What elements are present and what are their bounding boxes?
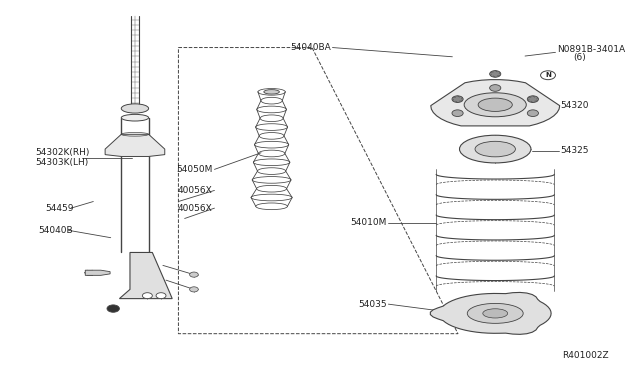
Circle shape xyxy=(452,96,463,102)
Text: (6): (6) xyxy=(573,53,586,62)
Text: 54303K(LH): 54303K(LH) xyxy=(36,158,89,167)
Text: 40056X: 40056X xyxy=(178,186,212,195)
Circle shape xyxy=(189,272,198,277)
Circle shape xyxy=(490,85,501,91)
Circle shape xyxy=(156,293,166,299)
Text: 54459: 54459 xyxy=(45,203,74,213)
Circle shape xyxy=(189,287,198,292)
Ellipse shape xyxy=(467,304,523,323)
Ellipse shape xyxy=(475,141,515,157)
Text: 54040BA: 54040BA xyxy=(290,43,331,52)
Polygon shape xyxy=(105,134,164,157)
Circle shape xyxy=(490,71,501,77)
Circle shape xyxy=(527,96,538,102)
Circle shape xyxy=(142,293,152,299)
Ellipse shape xyxy=(478,98,512,112)
Circle shape xyxy=(452,110,463,116)
Ellipse shape xyxy=(264,90,280,94)
Text: 54325: 54325 xyxy=(561,147,589,155)
Circle shape xyxy=(107,305,120,312)
Ellipse shape xyxy=(460,135,531,163)
Text: N: N xyxy=(545,72,551,78)
Text: 54050M: 54050M xyxy=(176,165,212,174)
Text: 40056X: 40056X xyxy=(178,203,212,213)
Circle shape xyxy=(527,110,538,116)
Ellipse shape xyxy=(121,114,148,121)
Text: 54035: 54035 xyxy=(358,300,387,309)
Polygon shape xyxy=(430,292,551,334)
Ellipse shape xyxy=(121,104,148,113)
Polygon shape xyxy=(120,253,172,299)
Ellipse shape xyxy=(483,309,508,318)
Text: N0891B-3401A: N0891B-3401A xyxy=(557,45,625,54)
Text: 54040B: 54040B xyxy=(38,226,74,235)
Text: 54302K(RH): 54302K(RH) xyxy=(36,148,90,157)
Polygon shape xyxy=(431,80,560,126)
Text: 54010M: 54010M xyxy=(350,218,387,227)
Ellipse shape xyxy=(464,93,526,117)
Text: R401002Z: R401002Z xyxy=(563,351,609,360)
Text: 54320: 54320 xyxy=(561,101,589,110)
Polygon shape xyxy=(85,270,110,275)
